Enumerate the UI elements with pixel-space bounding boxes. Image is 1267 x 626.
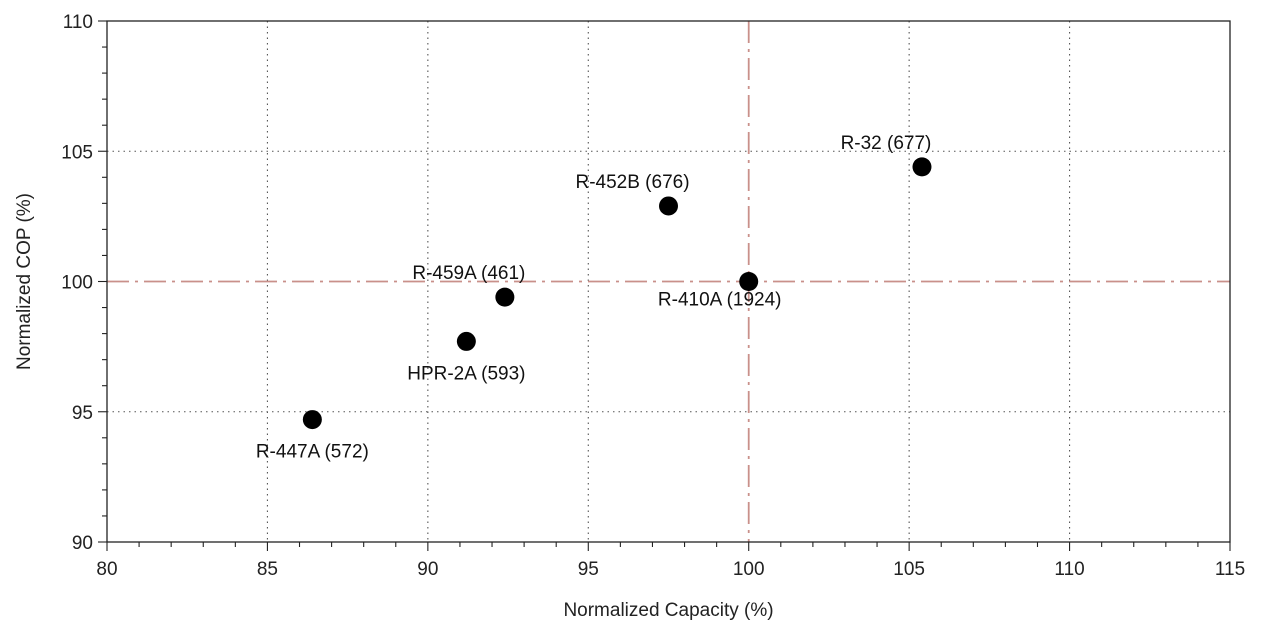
data-points: [302, 157, 932, 430]
data-point: [456, 331, 476, 351]
x-tick-label: 105: [893, 559, 925, 580]
x-tick-label: 115: [1215, 559, 1245, 580]
y-tick-label: 110: [63, 12, 93, 33]
axis-ticks: [98, 20, 1231, 551]
reference-lines: [107, 21, 1230, 542]
grid-lines: [107, 21, 1230, 542]
data-point: [495, 287, 515, 307]
x-tick-label: 100: [733, 559, 765, 580]
x-axis-label: Normalized Capacity (%): [563, 600, 773, 621]
y-tick-label: 100: [61, 273, 93, 294]
x-tick-label: 80: [96, 559, 117, 580]
y-tick-label: 95: [72, 403, 93, 424]
x-tick-label: 85: [257, 559, 278, 580]
data-point-label: R-32 (677): [841, 133, 932, 154]
x-tick-label: 95: [578, 559, 599, 580]
data-point-labels: R-410A (1924) R-32 (677) R-452B (676) R-459…: [256, 133, 932, 463]
data-point-label: R-447A (572): [256, 442, 369, 463]
data-point: [659, 196, 678, 216]
y-tick-label: 90: [72, 533, 93, 554]
data-point: [302, 410, 322, 430]
y-axis-label: Normalized COP (%): [14, 193, 35, 370]
data-point: [912, 157, 932, 177]
y-tick-label: 105: [61, 142, 93, 163]
tick-labels: 80 85 90 95 100 105 110 115 90 95 100 105 110: [61, 12, 1245, 580]
x-tick-label: 90: [417, 559, 438, 580]
data-point-label: R-452B (676): [575, 172, 689, 193]
data-point-label: R-459A (461): [412, 263, 525, 284]
data-point-label: R-410A (1924): [658, 290, 782, 311]
data-point-label: HPR-2A (593): [407, 363, 525, 384]
x-tick-label: 110: [1054, 559, 1084, 580]
data-point: [739, 272, 759, 291]
